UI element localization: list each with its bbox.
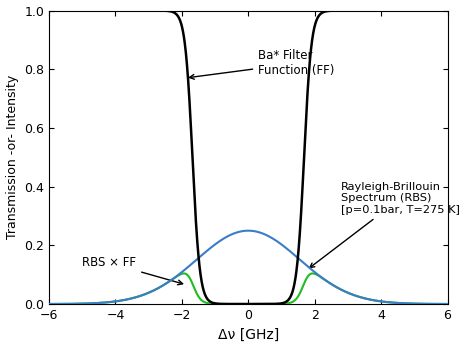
Text: Rayleigh-Brillouin
Spectrum (RBS)
[p=0.1bar, T=275 K]: Rayleigh-Brillouin Spectrum (RBS) [p=0.1… bbox=[310, 182, 460, 268]
Text: Ba* Filter
Function (FF): Ba* Filter Function (FF) bbox=[190, 49, 335, 79]
X-axis label: Δν [GHz]: Δν [GHz] bbox=[218, 328, 279, 341]
Text: RBS × FF: RBS × FF bbox=[82, 256, 182, 285]
Y-axis label: Transmission -or- Intensity: Transmission -or- Intensity bbox=[6, 75, 18, 239]
